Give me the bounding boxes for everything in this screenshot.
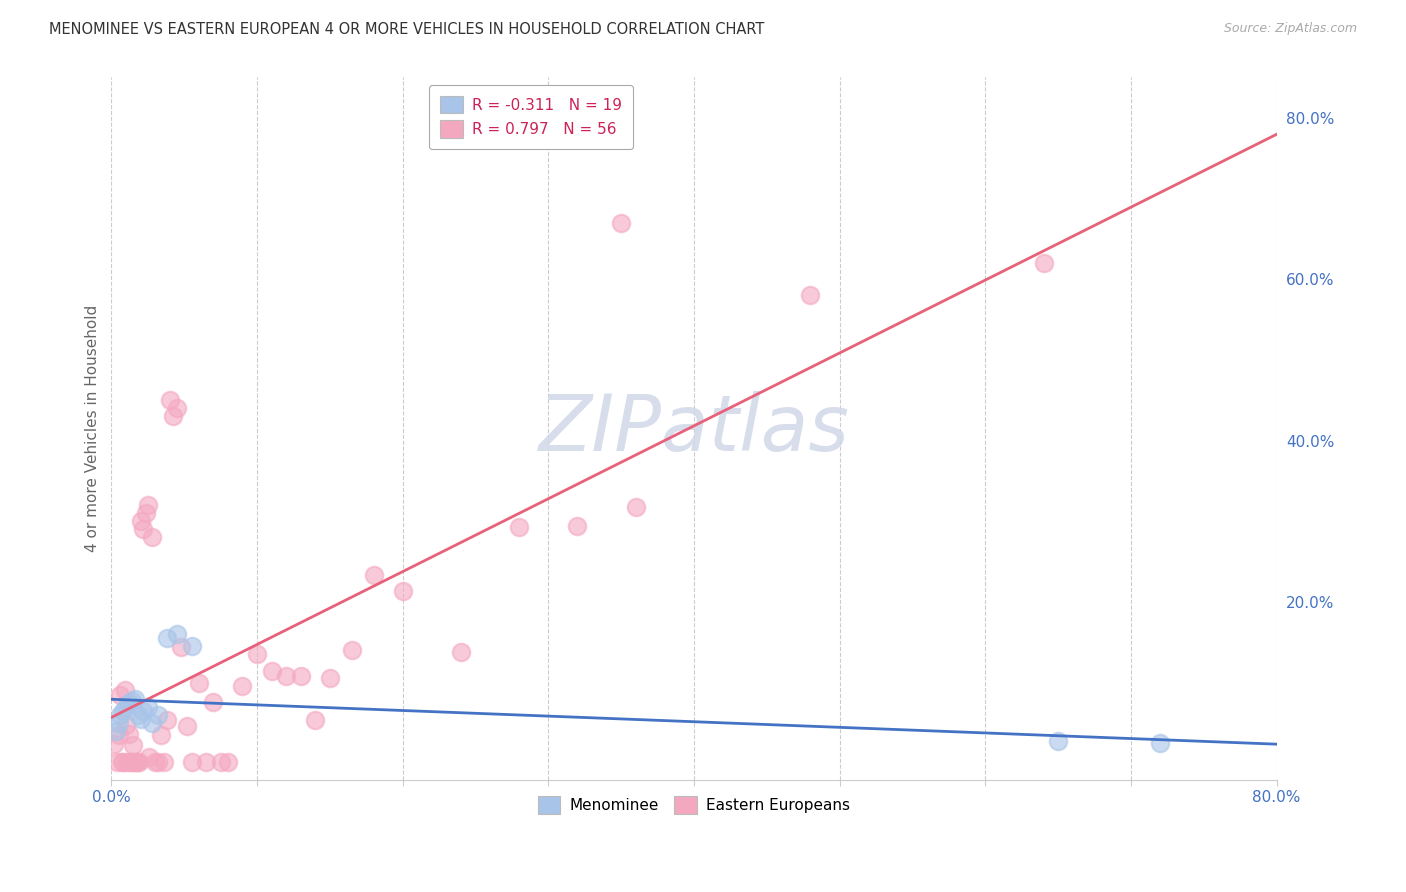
- Point: [108, 708, 131, 723]
- Point: [114, 683, 136, 698]
- Point: [135, 506, 157, 520]
- Point: [122, 738, 145, 752]
- Point: [166, 627, 188, 641]
- Point: [107, 728, 129, 742]
- Point: [156, 632, 179, 646]
- Point: [217, 755, 239, 769]
- Point: [105, 755, 128, 769]
- Point: [156, 713, 179, 727]
- Point: [143, 755, 166, 769]
- Legend: Menominee, Eastern Europeans: Menominee, Eastern Europeans: [527, 786, 860, 824]
- Point: [1149, 736, 1171, 750]
- Point: [118, 696, 141, 710]
- Point: [110, 755, 132, 769]
- Point: [1047, 734, 1070, 748]
- Point: [141, 531, 163, 545]
- Point: [508, 520, 530, 534]
- Point: [170, 640, 193, 654]
- Point: [304, 713, 326, 727]
- Point: [112, 755, 135, 769]
- Point: [141, 716, 163, 731]
- Point: [149, 728, 172, 742]
- Point: [136, 700, 159, 714]
- Point: [121, 693, 143, 707]
- Point: [127, 708, 149, 723]
- Point: [799, 288, 821, 302]
- Point: [180, 640, 202, 654]
- Point: [115, 718, 138, 732]
- Point: [104, 724, 127, 739]
- Point: [153, 755, 176, 769]
- Point: [624, 500, 647, 514]
- Point: [124, 692, 146, 706]
- Point: [162, 409, 184, 424]
- Text: ZIPatlas: ZIPatlas: [538, 391, 849, 467]
- Point: [231, 679, 253, 693]
- Point: [276, 669, 298, 683]
- Point: [108, 688, 131, 702]
- Point: [1032, 256, 1054, 270]
- Point: [112, 704, 135, 718]
- Point: [146, 755, 169, 769]
- Point: [195, 755, 218, 769]
- Point: [290, 669, 312, 683]
- Point: [125, 755, 148, 769]
- Point: [610, 216, 633, 230]
- Point: [180, 755, 202, 769]
- Point: [319, 672, 342, 686]
- Point: [118, 727, 141, 741]
- Point: [128, 755, 150, 769]
- Y-axis label: 4 or more Vehicles in Household: 4 or more Vehicles in Household: [86, 305, 100, 552]
- Point: [115, 700, 138, 714]
- Point: [136, 498, 159, 512]
- Point: [450, 645, 472, 659]
- Point: [129, 712, 152, 726]
- Point: [159, 393, 181, 408]
- Point: [187, 675, 209, 690]
- Point: [246, 647, 269, 661]
- Point: [132, 704, 155, 718]
- Point: [132, 523, 155, 537]
- Point: [363, 568, 385, 582]
- Point: [124, 755, 146, 769]
- Point: [120, 755, 142, 769]
- Point: [107, 716, 129, 731]
- Point: [127, 755, 149, 769]
- Point: [103, 737, 125, 751]
- Point: [146, 708, 169, 723]
- Point: [340, 643, 363, 657]
- Text: MENOMINEE VS EASTERN EUROPEAN 4 OR MORE VEHICLES IN HOUSEHOLD CORRELATION CHART: MENOMINEE VS EASTERN EUROPEAN 4 OR MORE …: [49, 22, 765, 37]
- Point: [166, 401, 188, 416]
- Point: [176, 719, 198, 733]
- Point: [121, 755, 143, 769]
- Point: [260, 664, 283, 678]
- Point: [567, 519, 589, 533]
- Text: Source: ZipAtlas.com: Source: ZipAtlas.com: [1223, 22, 1357, 36]
- Point: [391, 583, 413, 598]
- Point: [138, 749, 160, 764]
- Point: [202, 695, 225, 709]
- Point: [129, 514, 152, 528]
- Point: [117, 755, 139, 769]
- Point: [209, 755, 232, 769]
